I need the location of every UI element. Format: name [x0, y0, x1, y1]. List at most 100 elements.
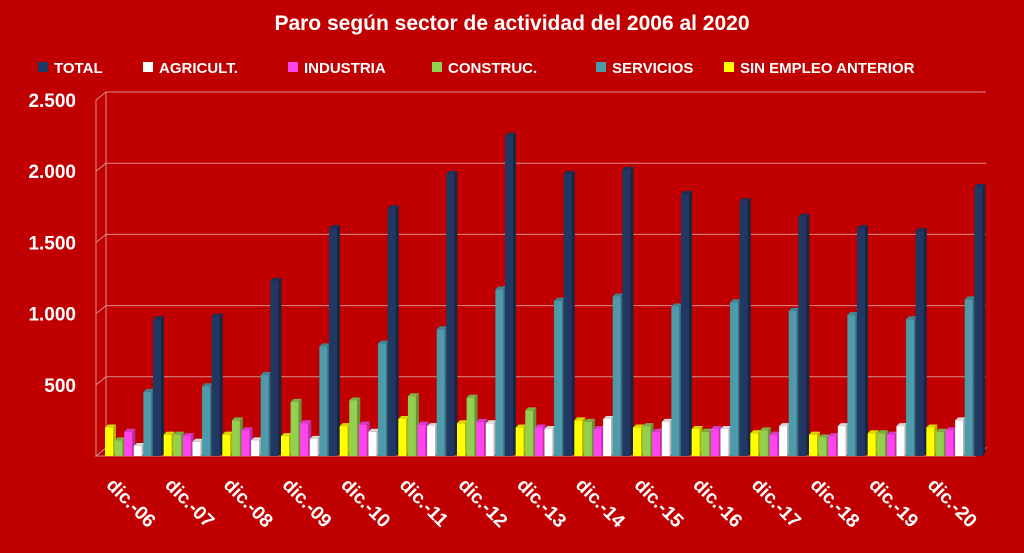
bar-sin-empleo-anterior: [574, 417, 586, 456]
bar-construc: [935, 428, 947, 456]
bar-agricult: [192, 438, 204, 456]
bar-servicios: [788, 307, 800, 456]
y-tick-label: 2.500: [28, 91, 76, 112]
bar-servicios: [378, 340, 390, 456]
x-tick-label: dic.-11: [395, 475, 452, 532]
x-tick-label: dic.-20: [923, 475, 980, 532]
x-tick-label: dic.-19: [864, 475, 921, 532]
bar-servicios: [319, 343, 331, 456]
bar-industria: [886, 431, 898, 456]
legend-swatch-industria: [288, 62, 298, 72]
y-tick-label: 2.000: [28, 162, 76, 183]
bar-agricult: [251, 437, 263, 456]
bar-total: [270, 277, 282, 456]
legend-swatch-servicios: [596, 62, 606, 72]
bar-industria: [300, 420, 312, 456]
bar-total: [446, 171, 458, 456]
bar-sin-empleo-anterior: [691, 425, 703, 456]
x-tick-label: dic.-13: [512, 475, 569, 532]
x-tick-label: dic.-07: [160, 475, 217, 532]
bar-construc: [583, 418, 595, 456]
bar-total: [622, 166, 634, 456]
bar-sin-empleo-anterior: [222, 431, 234, 456]
legend-label-total: TOTAL: [54, 60, 103, 77]
y-tick-label: 1.000: [28, 305, 76, 326]
bar-construc: [642, 423, 654, 456]
bar-servicios: [260, 371, 272, 456]
bar-servicios: [671, 303, 683, 456]
bar-industria: [241, 427, 253, 456]
bar-sin-empleo-anterior: [457, 420, 468, 456]
bar-construc: [349, 397, 361, 456]
bar-construc: [173, 431, 185, 456]
chart-title: Paro según sector de actividad del 2006 …: [274, 12, 749, 35]
legend-swatch-construc: [432, 62, 442, 72]
bar-sin-empleo-anterior: [515, 424, 527, 456]
bar-industria: [593, 425, 605, 456]
x-axis: dic.-06 dic.-07 dic.-08 dic.-09 dic.-10 dic.-…: [102, 475, 981, 533]
bar-construc: [525, 407, 537, 456]
bar-total: [153, 316, 164, 456]
bar-construc: [877, 430, 889, 456]
bar-construc: [290, 398, 302, 456]
legend-label-construc: CONSTRUC.: [448, 60, 537, 77]
bar-servicios: [730, 299, 742, 456]
bar-total: [915, 228, 927, 456]
bar-sin-empleo-anterior: [281, 433, 292, 456]
bar-servicios: [964, 296, 976, 456]
legend-label-sin-empleo-anterior: SIN EMPLEO ANTERIOR: [740, 60, 915, 77]
bar-agricult: [837, 423, 849, 456]
bars: [105, 132, 986, 456]
bar-sin-empleo-anterior: [750, 430, 762, 456]
x-tick-label: dic.-12: [454, 475, 511, 532]
bar-industria: [124, 428, 136, 456]
bar-agricult: [368, 428, 380, 456]
legend-swatch-sin-empleo-anterior: [724, 62, 734, 72]
bar-construc: [407, 393, 419, 456]
bar-servicios: [612, 293, 624, 456]
bar-construc: [231, 417, 243, 456]
x-tick-label: dic.-17: [747, 475, 804, 532]
bar-industria: [476, 418, 488, 456]
bar-construc: [466, 394, 478, 456]
bar-construc: [701, 428, 713, 456]
y-tick-label: 500: [44, 376, 76, 397]
bar-sin-empleo-anterior: [339, 423, 351, 456]
bar-servicios: [906, 316, 918, 456]
bar-sin-empleo-anterior: [926, 424, 938, 456]
legend-label-agricult: AGRICULT.: [159, 60, 238, 77]
x-tick-label: dic.-18: [806, 475, 863, 532]
bar-total: [387, 205, 399, 456]
bar-agricult: [779, 423, 791, 456]
bar-industria: [945, 427, 957, 456]
bar-total: [329, 225, 340, 456]
bar-sin-empleo-anterior: [398, 415, 410, 456]
x-tick-label: dic.-06: [102, 475, 159, 532]
bar-total: [857, 225, 868, 456]
bar-servicios: [202, 383, 214, 456]
bar-servicios: [143, 388, 155, 456]
bar-industria: [534, 424, 546, 456]
bar-agricult: [896, 423, 908, 456]
bar-sin-empleo-anterior: [867, 430, 879, 456]
bar-industria: [828, 433, 840, 456]
x-tick-label: dic.-10: [336, 475, 393, 532]
x-tick-label: dic.-15: [630, 475, 688, 533]
bar-servicios: [554, 297, 566, 456]
bar-total: [505, 132, 516, 456]
y-tick-label: 1.500: [28, 233, 76, 254]
bar-agricult: [544, 425, 556, 456]
bar-servicios: [436, 326, 448, 456]
bar-industria: [710, 425, 722, 456]
bar-industria: [652, 428, 664, 456]
legend-label-servicios: SERVICIOS: [612, 60, 693, 77]
bar-agricult: [133, 443, 145, 456]
bar-total: [211, 313, 223, 456]
bar-construc: [114, 437, 126, 456]
bar-construc: [759, 427, 771, 456]
bar-servicios: [847, 312, 859, 456]
bar-total: [681, 190, 692, 456]
legend-swatch-agricult: [143, 62, 153, 72]
bar-agricult: [720, 425, 732, 456]
